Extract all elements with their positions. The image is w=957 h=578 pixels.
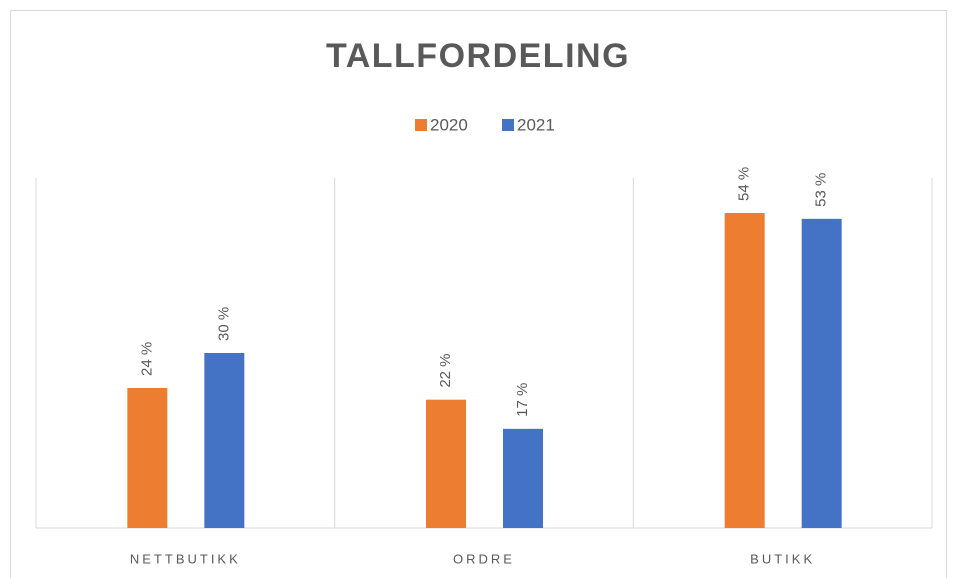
bar — [204, 353, 245, 528]
bar — [503, 428, 543, 528]
value-label: 53 % — [813, 173, 830, 207]
x-tick-label: BUTIKK — [750, 551, 815, 566]
legend-label: 2021 — [517, 115, 555, 134]
value-label: 54 % — [736, 167, 753, 201]
bar — [801, 218, 842, 529]
value-label: 30 % — [215, 307, 232, 341]
value-label: 17 % — [514, 383, 531, 417]
legend-swatch — [502, 119, 514, 131]
legend-swatch — [415, 119, 427, 131]
legend-label: 2020 — [430, 115, 468, 134]
chart-title: TALLFORDELING — [326, 37, 630, 75]
bar — [127, 388, 168, 528]
bar — [724, 213, 765, 528]
value-label: 24 % — [138, 342, 155, 376]
value-label: 22 % — [437, 353, 454, 387]
bar — [426, 399, 466, 528]
x-tick-label: NETTBUTIKK — [130, 551, 241, 566]
x-tick-label: ORDRE — [453, 551, 515, 566]
